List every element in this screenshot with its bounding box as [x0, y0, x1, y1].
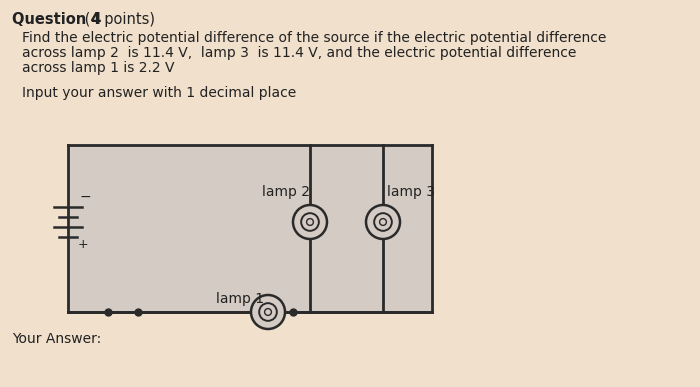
Text: across lamp 2  is 11.4 V,  lamp 3  is 11.4 V, and the electric potential differe: across lamp 2 is 11.4 V, lamp 3 is 11.4 … — [22, 46, 576, 60]
Circle shape — [251, 295, 285, 329]
Text: (4 points): (4 points) — [80, 12, 155, 27]
Text: lamp 3: lamp 3 — [387, 185, 435, 199]
Circle shape — [366, 205, 400, 239]
Text: Input your answer with 1 decimal place: Input your answer with 1 decimal place — [22, 86, 296, 100]
Text: Question 4: Question 4 — [12, 12, 102, 27]
Text: −: − — [80, 190, 92, 204]
Text: Find the electric potential difference of the source if the electric potential d: Find the electric potential difference o… — [22, 31, 606, 45]
Text: across lamp 1 is 2.2 V: across lamp 1 is 2.2 V — [22, 61, 174, 75]
Text: lamp 1: lamp 1 — [216, 292, 264, 306]
Text: lamp 2: lamp 2 — [262, 185, 310, 199]
Circle shape — [293, 205, 327, 239]
Text: Your Answer:: Your Answer: — [12, 332, 102, 346]
Text: +: + — [78, 238, 89, 252]
Bar — [68, 145, 432, 312]
